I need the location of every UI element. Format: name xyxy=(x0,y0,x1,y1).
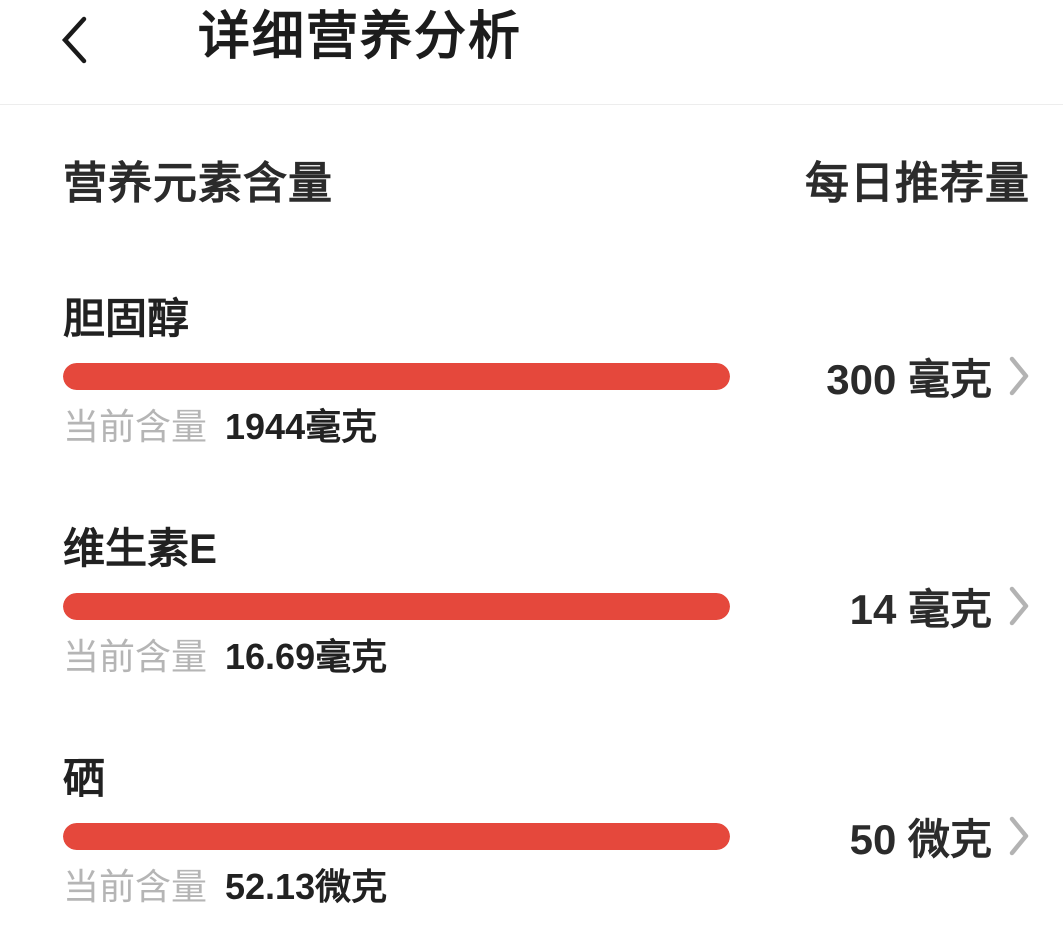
nutrient-row-vitamin-e[interactable]: 维生素E 当前含量 16.69毫克 14 毫克 xyxy=(63,526,1030,686)
daily-recommended-value: 50 微克 xyxy=(849,815,992,863)
chevron-right-icon[interactable] xyxy=(1008,815,1030,857)
progress-fill xyxy=(63,593,730,620)
current-amount-label: 当前含量 xyxy=(63,406,208,447)
chevron-left-icon xyxy=(59,15,89,65)
daily-recommended[interactable]: 14 毫克 xyxy=(850,579,1030,633)
current-amount-value: 1944毫克 xyxy=(225,406,378,447)
current-amount-line: 当前含量 1944毫克 xyxy=(63,404,377,450)
daily-recommended[interactable]: 50 微克 xyxy=(850,809,1030,863)
progress-track xyxy=(63,363,730,390)
current-amount-value: 52.13微克 xyxy=(225,866,388,907)
chevron-right-icon[interactable] xyxy=(1008,585,1030,627)
nutrient-name: 胆固醇 xyxy=(63,295,190,342)
progress-track xyxy=(63,823,730,850)
column-header-row: 营养元素含量 每日推荐量 xyxy=(63,158,1030,210)
daily-recommended-value: 14 毫克 xyxy=(849,585,992,633)
column-header-recommended: 每日推荐量 xyxy=(805,159,1030,208)
daily-recommended[interactable]: 300 毫克 xyxy=(826,349,1030,403)
nutrient-row-cholesterol[interactable]: 胆固醇 当前含量 1944毫克 300 毫克 xyxy=(63,296,1030,456)
nutrient-row-selenium[interactable]: 硒 当前含量 52.13微克 50 微克 xyxy=(63,756,1030,916)
nutrient-name: 硒 xyxy=(63,755,106,802)
header-divider xyxy=(0,104,1063,105)
progress-fill xyxy=(63,823,730,850)
chevron-right-icon[interactable] xyxy=(1008,355,1030,397)
back-button[interactable] xyxy=(48,8,100,72)
current-amount-value: 16.69毫克 xyxy=(225,636,388,677)
current-amount-label: 当前含量 xyxy=(63,866,208,907)
page-title: 详细营养分析 xyxy=(198,8,523,66)
nutrient-name: 维生素E xyxy=(63,525,218,572)
current-amount-label: 当前含量 xyxy=(63,636,208,677)
daily-recommended-value: 300 毫克 xyxy=(826,355,992,403)
column-header-content: 营养元素含量 xyxy=(63,159,333,208)
current-amount-line: 当前含量 52.13微克 xyxy=(63,864,387,910)
current-amount-line: 当前含量 16.69毫克 xyxy=(63,634,387,680)
header: 详细营养分析 xyxy=(0,0,1063,104)
progress-fill xyxy=(63,363,730,390)
progress-track xyxy=(63,593,730,620)
